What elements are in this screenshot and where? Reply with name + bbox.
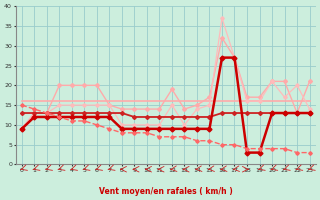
X-axis label: Vent moyen/en rafales ( km/h ): Vent moyen/en rafales ( km/h ) [99, 187, 233, 196]
